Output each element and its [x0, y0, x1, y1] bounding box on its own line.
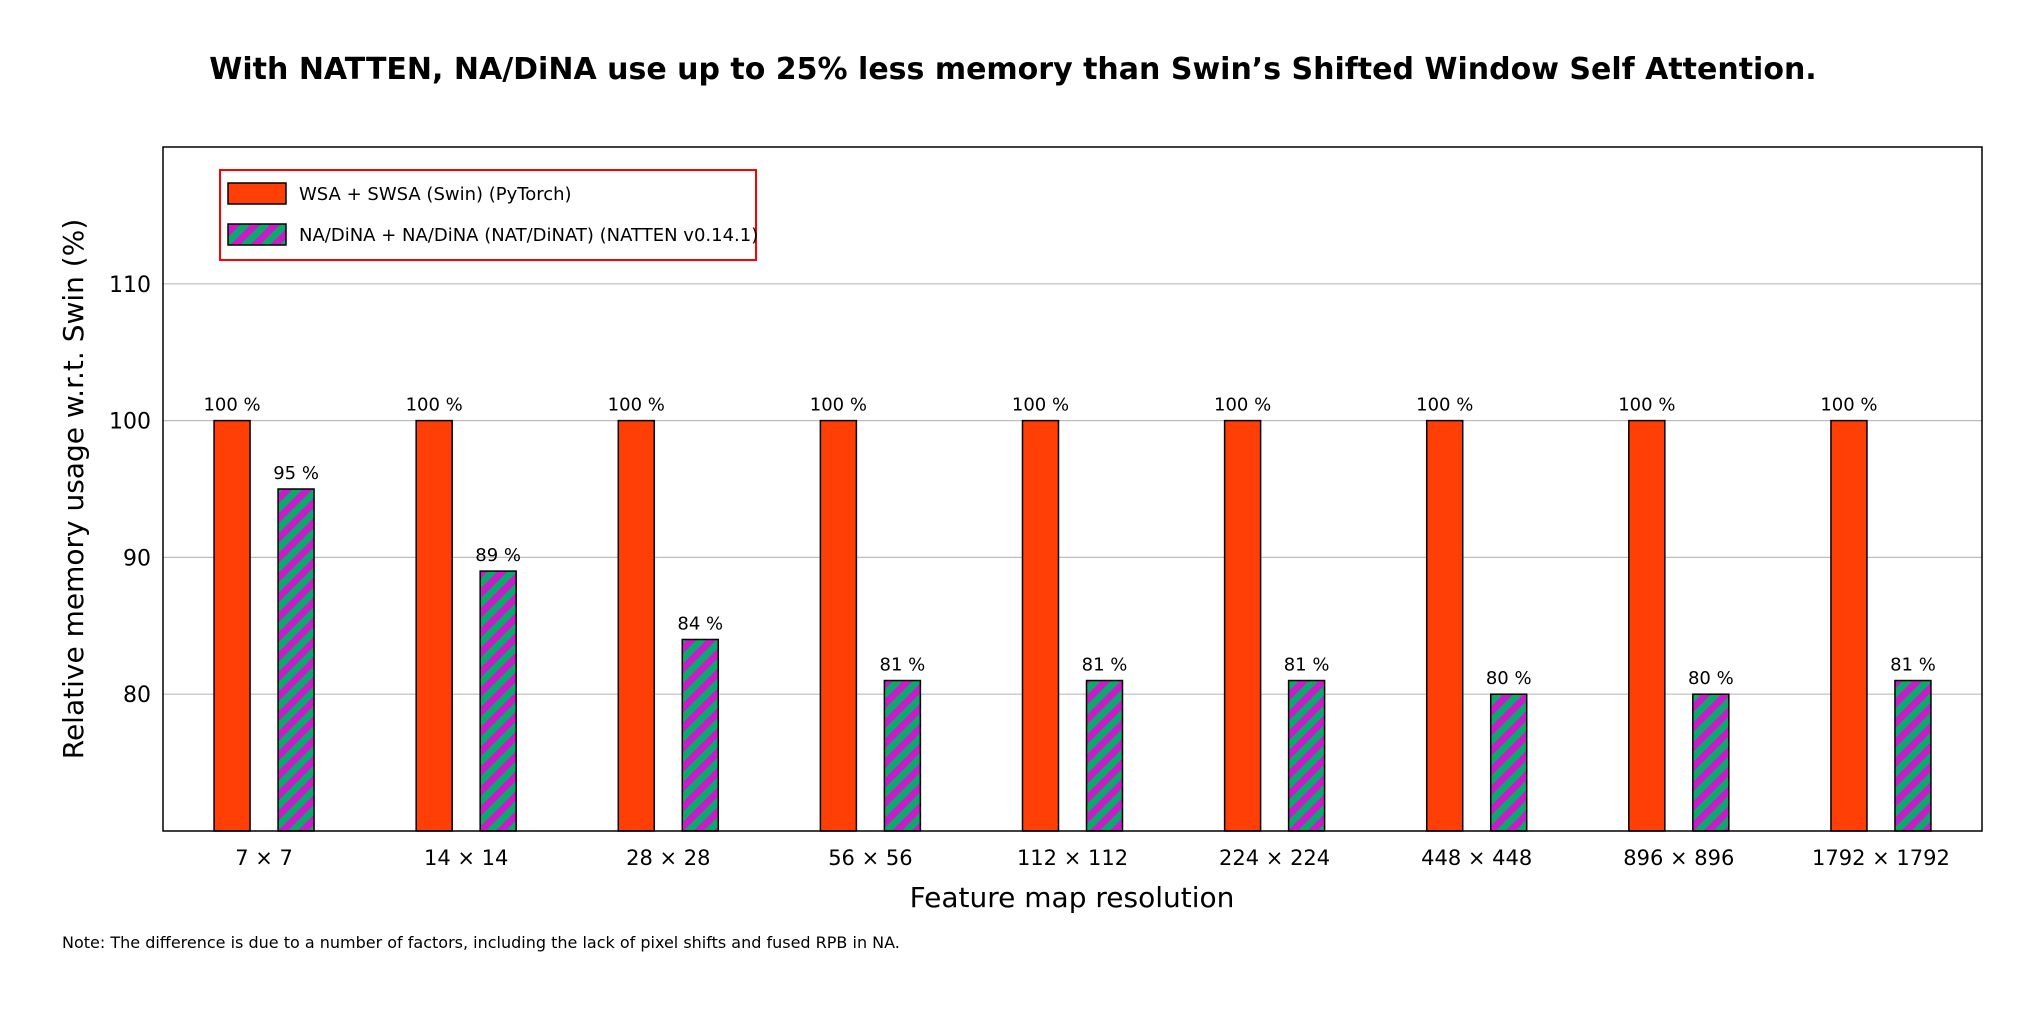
bar-value-label: 100 %: [203, 395, 260, 416]
bar-value-label: 89 %: [475, 545, 521, 566]
bar-swin: [415, 419, 453, 832]
legend-swatch-natten: [227, 223, 287, 246]
bar-natten: [1894, 679, 1932, 832]
bar-natten: [883, 679, 922, 832]
bar-swin: [1223, 419, 1262, 832]
bar-natten: [1287, 679, 1326, 832]
bar-value-label: 95 %: [273, 463, 319, 484]
bar-value-label: 100 %: [1618, 395, 1675, 416]
x-tick-label: 1792 × 1792: [1812, 846, 1950, 870]
bar-natten: [479, 570, 517, 832]
bar-swin: [1425, 419, 1464, 832]
tick-labels: 80 90 100 110 7 × 7 14 × 14 28 × 28 56 × 56 112 …: [109, 273, 1950, 870]
legend-label-swin: WSA + SWSA (Swin) (PyTorch): [299, 184, 572, 205]
bar-value-label: 100 %: [1416, 395, 1473, 416]
legend-frame: [219, 169, 757, 261]
x-axis-label: Feature map resolution: [910, 881, 1235, 914]
bar-value-label: 80 %: [1688, 668, 1734, 689]
grid-lines: [163, 283, 1982, 695]
bar-value-label: 81 %: [880, 655, 926, 676]
bar-natten: [1085, 679, 1124, 832]
bar-value-label: 81 %: [1890, 655, 1936, 676]
bar-swin: [1628, 419, 1666, 832]
bar-value-label: 100 %: [1012, 395, 1069, 416]
y-axis-label: Relative memory usage w.r.t. Swin (%): [57, 219, 90, 760]
bar-natten: [681, 638, 720, 832]
bar-swin: [617, 419, 656, 832]
x-tick-label: 56 × 56: [828, 846, 912, 870]
bars: [213, 419, 1932, 832]
bar-swin: [1830, 419, 1868, 832]
bar-value-label: 100 %: [608, 395, 665, 416]
bar-swin: [819, 419, 858, 832]
plot-frame: [162, 146, 1983, 832]
y-tick-label: 80: [123, 683, 151, 708]
y-tick-label: 100: [109, 410, 151, 435]
legend: WSA + SWSA (Swin) (PyTorch) NA/DiNA + NA…: [219, 169, 758, 261]
bar-value-label: 100 %: [406, 395, 463, 416]
bar-value-label: 100 %: [1214, 395, 1271, 416]
x-tick-label: 896 × 896: [1623, 846, 1734, 870]
x-tick-label: 14 × 14: [424, 846, 508, 870]
x-tick-label: 28 × 28: [626, 846, 710, 870]
bar-value-label: 80 %: [1486, 668, 1532, 689]
x-tick-label: 448 × 448: [1421, 846, 1532, 870]
x-tick-label: 112 × 112: [1017, 846, 1128, 870]
data-labels: 100 % 95 % 100 % 89 % 100 % 84 % 100 % 81 % 100 …: [203, 395, 1935, 690]
bar-swin: [213, 419, 251, 832]
bar-swin: [1021, 419, 1060, 832]
legend-swatch-swin: [227, 182, 287, 205]
legend-label-natten: NA/DiNA + NA/DiNA (NAT/DiNAT) (NATTEN v0…: [299, 225, 758, 246]
bar-natten: [1692, 693, 1730, 832]
chart-note: Note: The difference is due to a number …: [62, 933, 900, 952]
bar-value-label: 81 %: [1284, 655, 1330, 676]
bar-value-label: 100 %: [1820, 395, 1877, 416]
bar-natten: [277, 488, 315, 832]
x-tick-label: 7 × 7: [235, 846, 293, 870]
bar-value-label: 81 %: [1082, 655, 1128, 676]
chart-title: With NATTEN, NA/DiNA use up to 25% less …: [209, 52, 1817, 87]
bar-value-label: 100 %: [810, 395, 867, 416]
bar-value-label: 84 %: [677, 613, 723, 634]
y-tick-label: 90: [123, 546, 151, 571]
y-tick-label: 110: [109, 273, 151, 298]
x-tick-label: 224 × 224: [1219, 846, 1330, 870]
bar-natten: [1489, 693, 1528, 832]
